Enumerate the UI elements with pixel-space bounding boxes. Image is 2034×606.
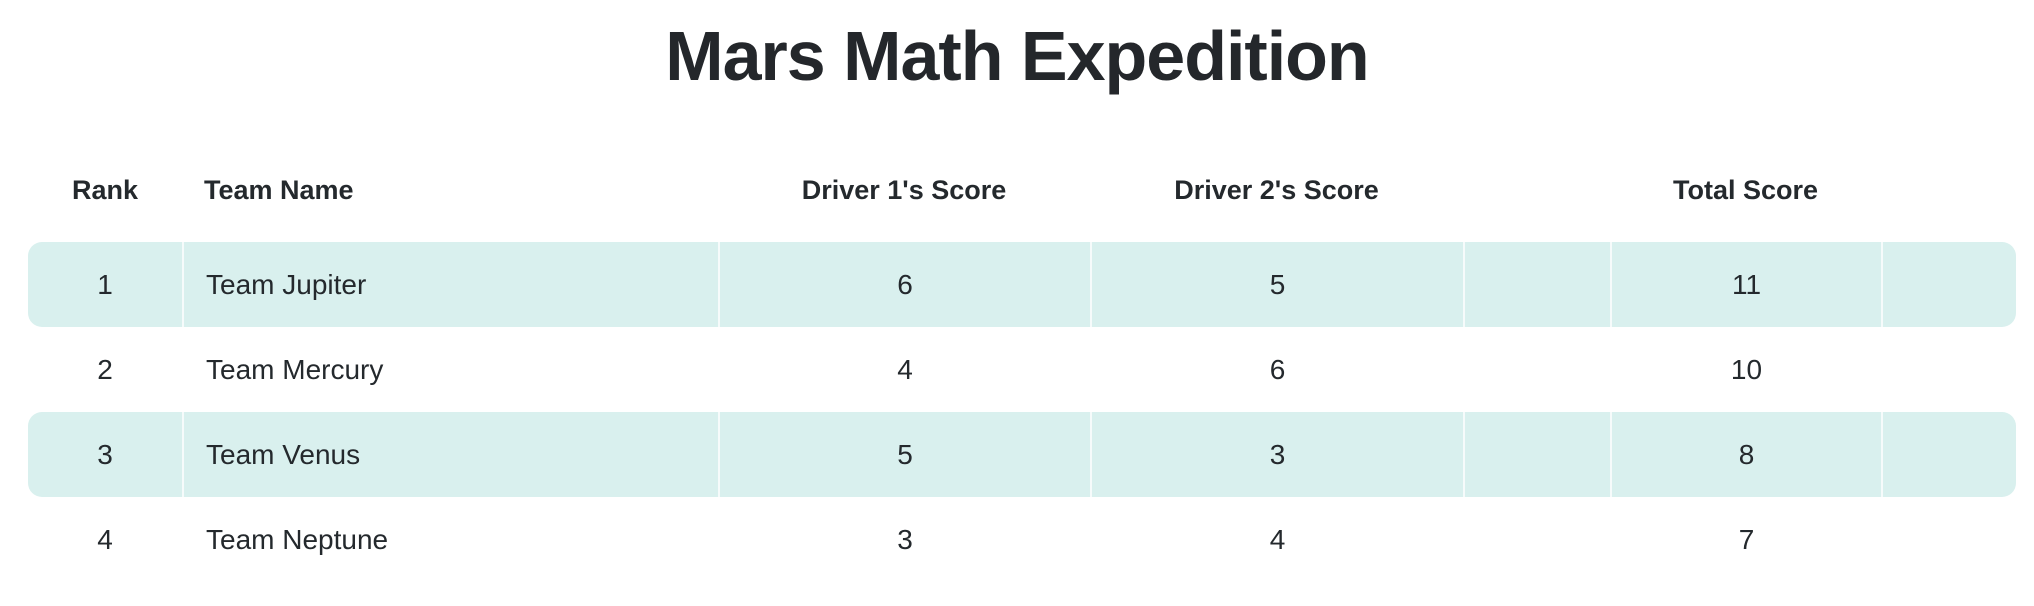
- column-header-rank: Rank: [71, 175, 139, 205]
- column-header-spacer-1: [1463, 206, 1610, 242]
- column-header-total-score: Total Score: [1672, 175, 1819, 205]
- driver1-score-cell: 5: [718, 412, 1090, 497]
- table-row: 3 Team Venus 5 3 8: [28, 412, 2016, 497]
- rank-cell: 2: [97, 353, 113, 385]
- table-row: 4 Team Neptune 3 4 7: [28, 497, 2016, 582]
- column-header-driver2-score: Driver 2's Score: [1174, 175, 1379, 205]
- leaderboard-table: Rank Team Name Driver 1's Score Driver 2…: [28, 98, 2016, 582]
- page-title: Mars Math Expedition: [665, 17, 1369, 95]
- spacer-cell: [1881, 412, 2016, 497]
- team-name-cell: Team Venus: [182, 412, 718, 497]
- spacer-cell: [1463, 327, 1610, 412]
- rank-cell: 1: [97, 268, 113, 300]
- spacer-cell: [1463, 242, 1610, 327]
- driver2-score-cell: 4: [1090, 497, 1463, 582]
- driver1-score-cell: 3: [718, 497, 1090, 582]
- column-header-driver1-score: Driver 1's Score: [801, 175, 1007, 205]
- driver2-score-cell: 3: [1090, 412, 1463, 497]
- team-name-cell: Team Jupiter: [182, 242, 718, 327]
- rank-cell: 4: [97, 523, 113, 555]
- total-score-cell: 7: [1610, 497, 1881, 582]
- spacer-cell: [1881, 327, 2016, 412]
- total-score-cell: 8: [1610, 412, 1881, 497]
- driver1-score-cell: 4: [718, 327, 1090, 412]
- driver1-score-cell: 6: [718, 242, 1090, 327]
- driver2-score-cell: 5: [1090, 242, 1463, 327]
- table-header-row: Rank Team Name Driver 1's Score Driver 2…: [28, 98, 2016, 242]
- rank-cell: 3: [97, 438, 113, 470]
- spacer-cell: [1463, 412, 1610, 497]
- table-row: 1 Team Jupiter 6 5 11: [28, 242, 2016, 327]
- spacer-cell: [1881, 242, 2016, 327]
- column-header-team-name: Team Name: [204, 175, 354, 205]
- spacer-cell: [1881, 497, 2016, 582]
- driver2-score-cell: 6: [1090, 327, 1463, 412]
- column-header-spacer-2: [1881, 206, 2016, 242]
- table-row: 2 Team Mercury 4 6 10: [28, 327, 2016, 412]
- team-name-cell: Team Neptune: [182, 497, 718, 582]
- spacer-cell: [1463, 497, 1610, 582]
- total-score-cell: 10: [1610, 327, 1881, 412]
- team-name-cell: Team Mercury: [182, 327, 718, 412]
- total-score-cell: 11: [1610, 242, 1881, 327]
